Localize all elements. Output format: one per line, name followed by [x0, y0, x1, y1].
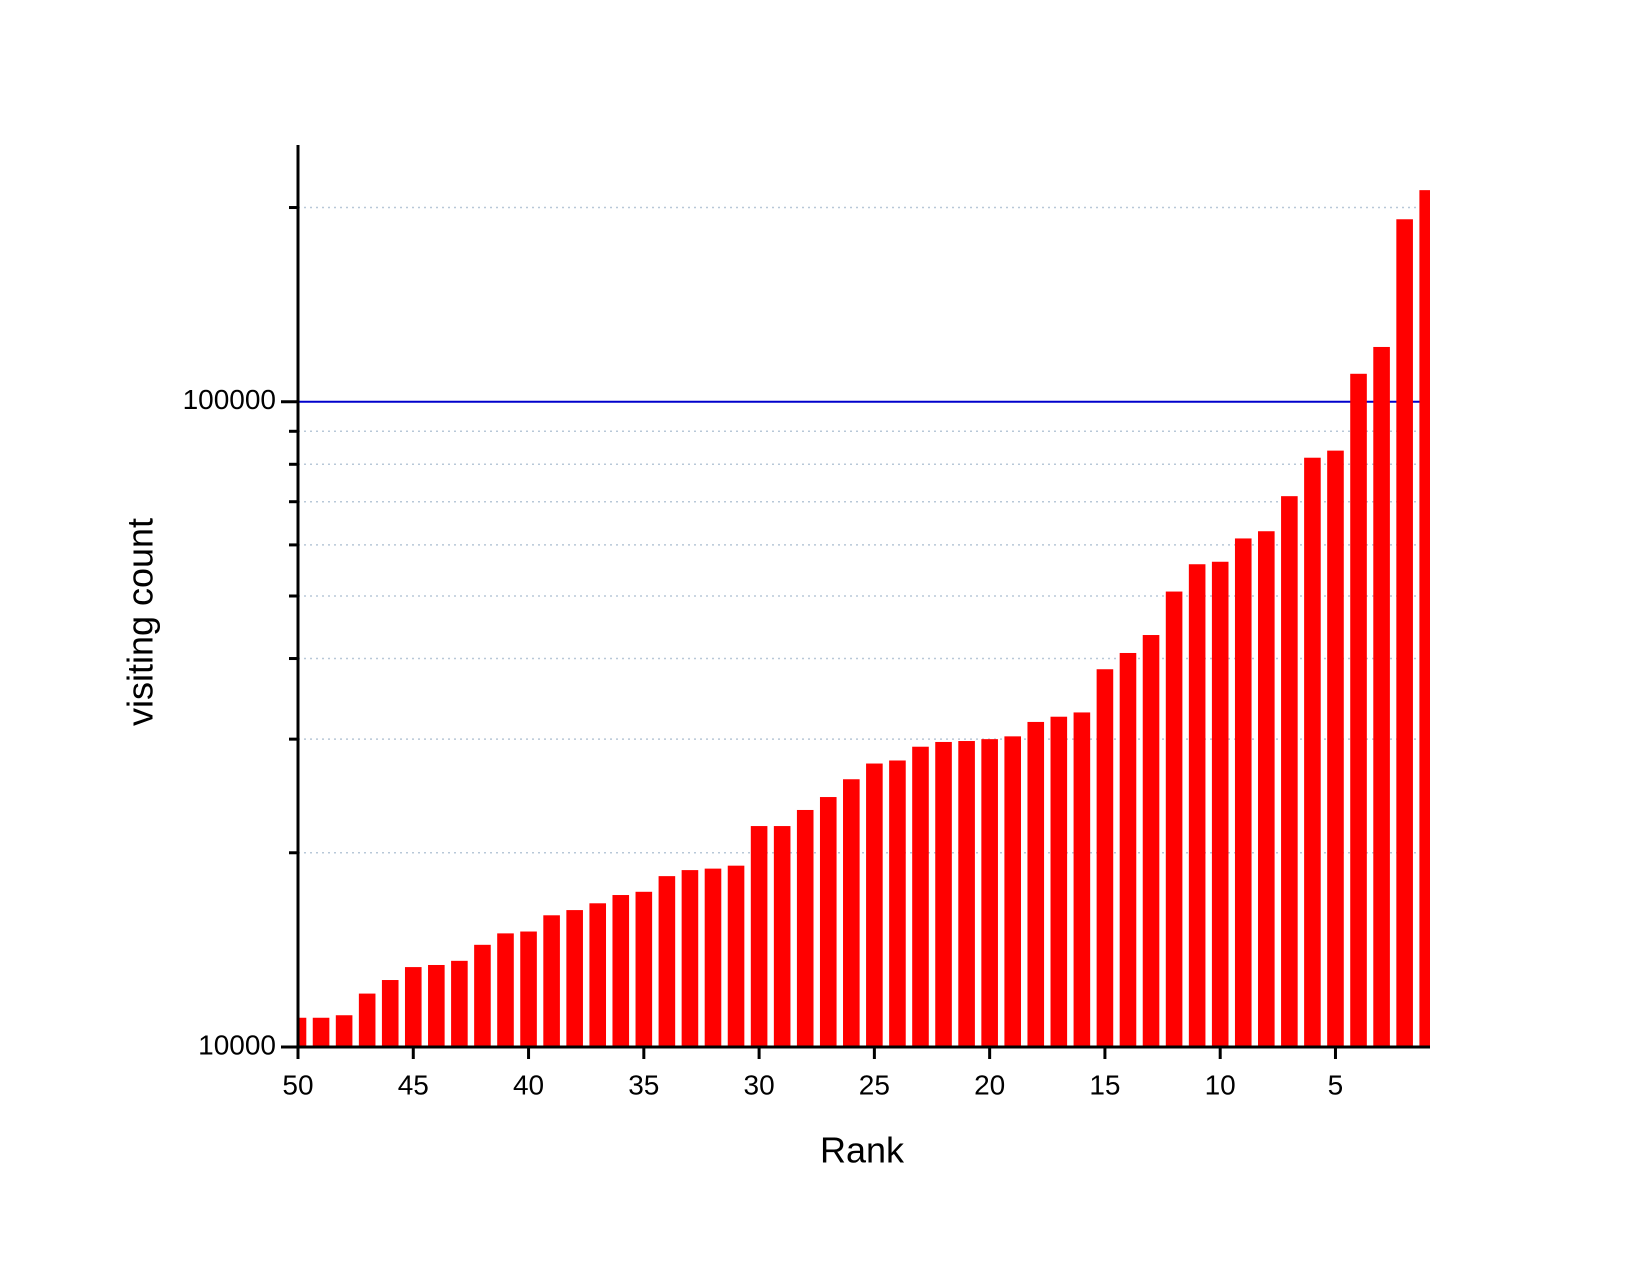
bar	[1350, 373, 1367, 1047]
x-tick-label: 50	[282, 1069, 313, 1100]
bar	[335, 1015, 353, 1047]
bar	[1304, 457, 1321, 1047]
bar	[474, 944, 491, 1047]
y-tick-label: 100000	[183, 384, 276, 415]
bar	[635, 891, 653, 1047]
x-tick-label: 35	[628, 1069, 659, 1100]
bar	[866, 763, 883, 1047]
bar	[681, 870, 699, 1047]
bar	[981, 739, 998, 1047]
bar	[1419, 190, 1430, 1047]
x-tick-label: 20	[974, 1069, 1005, 1100]
bar	[612, 895, 630, 1047]
bar	[404, 967, 422, 1047]
bar	[312, 1017, 330, 1047]
bar	[1188, 564, 1206, 1047]
bar	[381, 980, 399, 1047]
bar	[1234, 538, 1252, 1047]
bar	[451, 960, 468, 1047]
bar	[912, 746, 929, 1047]
bar	[889, 760, 906, 1047]
x-axis-label: Rank	[820, 1130, 905, 1171]
bar	[543, 915, 560, 1047]
bar	[958, 741, 975, 1047]
bar	[750, 826, 768, 1047]
bar	[704, 868, 722, 1047]
bar	[1327, 450, 1344, 1047]
bar	[520, 931, 537, 1047]
x-tick-label: 30	[744, 1069, 775, 1100]
y-axis-label: visiting count	[120, 518, 161, 726]
bar	[1373, 346, 1390, 1047]
bar	[566, 910, 583, 1047]
bar	[658, 876, 676, 1047]
bars	[298, 190, 1430, 1047]
x-tick-label: 45	[398, 1069, 429, 1100]
bar	[589, 903, 607, 1047]
x-tick-label: 40	[513, 1069, 544, 1100]
bar	[428, 964, 445, 1047]
x-tick-label: 5	[1328, 1069, 1344, 1100]
x-tick-label: 15	[1089, 1069, 1120, 1100]
bar	[1073, 712, 1091, 1047]
bar	[1396, 219, 1413, 1047]
bar	[1281, 496, 1298, 1047]
bar	[843, 779, 860, 1047]
bar	[358, 993, 376, 1047]
bar	[1142, 635, 1160, 1047]
bar	[1258, 531, 1275, 1047]
bar	[1096, 669, 1114, 1047]
bar	[497, 933, 514, 1047]
bar	[773, 826, 791, 1047]
bar	[819, 797, 837, 1047]
bar	[1211, 561, 1229, 1047]
bar	[727, 865, 745, 1047]
y-tick-label: 10000	[198, 1029, 276, 1060]
x-tick-label: 25	[859, 1069, 890, 1100]
bar	[796, 809, 814, 1047]
bar	[1027, 721, 1045, 1047]
bar	[935, 741, 952, 1047]
axes: 10000 100000 50 45 40 35 30 25 20 15 10 5	[183, 145, 1430, 1100]
bar	[1050, 716, 1068, 1047]
bar	[298, 1017, 307, 1047]
x-tick-label: 10	[1205, 1069, 1236, 1100]
bar	[1119, 652, 1137, 1047]
bar	[1004, 736, 1022, 1047]
bar	[1165, 591, 1183, 1047]
